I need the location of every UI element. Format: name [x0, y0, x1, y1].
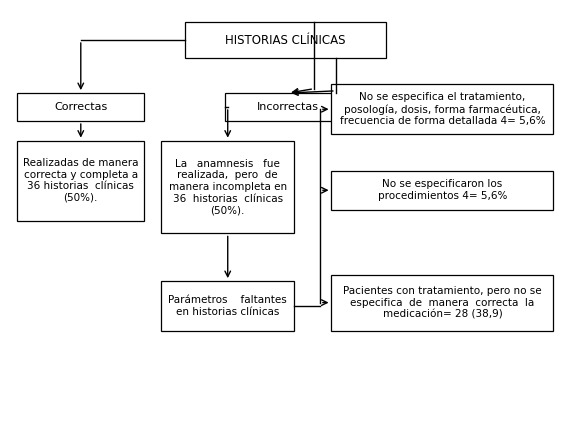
FancyBboxPatch shape	[18, 141, 144, 220]
Text: HISTORIAS CLÍNICAS: HISTORIAS CLÍNICAS	[225, 34, 346, 47]
FancyBboxPatch shape	[332, 274, 553, 331]
FancyBboxPatch shape	[332, 171, 553, 210]
Text: Pacientes con tratamiento, pero no se
especifica  de  manera  correcta  la
medic: Pacientes con tratamiento, pero no se es…	[343, 286, 542, 319]
FancyBboxPatch shape	[185, 22, 386, 58]
Text: No se especifica el tratamiento,
posología, dosis, forma farmacéutica,
frecuenci: No se especifica el tratamiento, posolog…	[339, 92, 545, 126]
Text: Parámetros    faltantes
en historias clínicas: Parámetros faltantes en historias clínic…	[168, 295, 287, 317]
FancyBboxPatch shape	[332, 84, 553, 134]
FancyBboxPatch shape	[162, 141, 294, 233]
Text: Correctas: Correctas	[54, 102, 108, 112]
Text: Realizadas de manera
correcta y completa a
36 historias  clínicas
(50%).: Realizadas de manera correcta y completa…	[23, 158, 139, 203]
Text: No se especificaron los
procedimientos 4= 5,6%: No se especificaron los procedimientos 4…	[377, 179, 507, 201]
FancyBboxPatch shape	[225, 93, 352, 121]
Text: Incorrectas: Incorrectas	[257, 102, 319, 112]
Text: La   anamnesis   fue
realizada,  pero  de
manera incompleta en
36  historias  cl: La anamnesis fue realizada, pero de mane…	[169, 159, 287, 215]
FancyBboxPatch shape	[18, 93, 144, 121]
FancyBboxPatch shape	[162, 281, 294, 331]
